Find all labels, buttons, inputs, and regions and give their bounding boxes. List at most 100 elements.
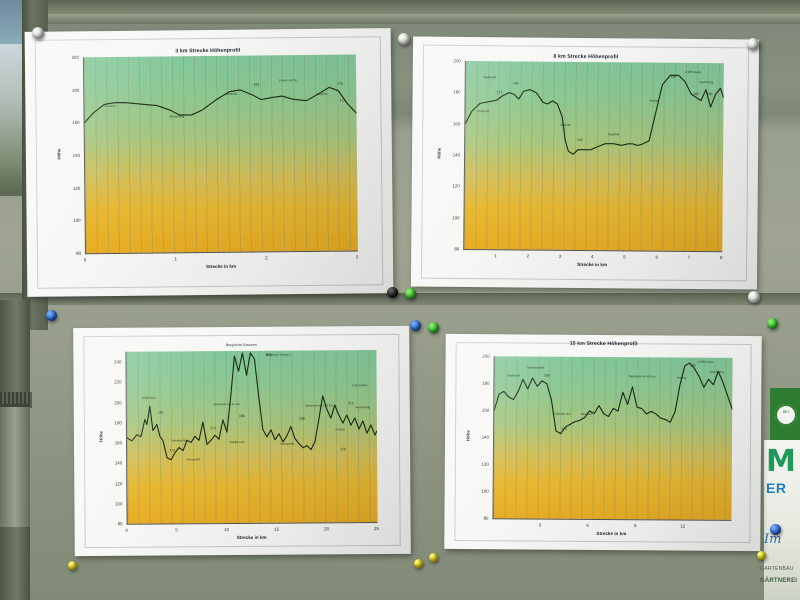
y-axis-label: Höhe (56, 148, 62, 160)
pin-top-mid-white[interactable] (398, 33, 410, 45)
chart-annotation: 182 (157, 410, 164, 415)
x-axis-tick: 0 (83, 257, 87, 263)
pin-bottom-mid-yellow-2[interactable] (429, 553, 438, 562)
wall-band-shadow (0, 293, 800, 305)
chart-annotation: Nassfeld (608, 132, 620, 137)
y-axis-tick: 120 (72, 185, 81, 191)
chart-annotation: Startpunkt (483, 74, 497, 79)
chart-annotation: 178 (337, 81, 343, 87)
y-axis-label: Höhe (98, 430, 104, 443)
elevation-profile-line (464, 74, 724, 155)
chart-annotation: 176 (340, 447, 346, 452)
y-axis-tick: 160 (452, 121, 461, 127)
poster-8km[interactable]: 8 km Strecke Höhenprofil Startpunkt Im Gru… (410, 36, 760, 290)
pin-mid-green[interactable] (405, 288, 416, 299)
plot-area: Waldeslust 182 Tiefenbachtal 172 Moorpunkt 17… (125, 350, 378, 525)
y-axis-tick: 180 (114, 420, 122, 426)
chart-3km: 3 km Strecke Höhenprofil Am Bach Wiesenweg… (25, 28, 394, 297)
plot-area: Startpunkt Im Grund 173 182 Talsenke 143 Nassf… (463, 60, 724, 253)
chart-8km: 8 km Strecke Höhenprofil Startpunkt Im Gru… (411, 36, 759, 289)
y-axis-tick: 160 (72, 120, 80, 126)
wall-band-mid (0, 14, 800, 24)
poster-3km[interactable]: 3 km Strecke Höhenprofil Am Bach Wiesenweg… (24, 28, 394, 297)
chart-annotation: 182 (693, 92, 700, 97)
pin-mid-left-blue[interactable] (46, 310, 57, 321)
y-axis-label: Höhe (465, 430, 471, 442)
pin-right-white[interactable] (748, 291, 760, 303)
chart-15km: 15 km Strecke Höhenprofil Startpunkt Hoehe… (444, 334, 761, 551)
x-axis-tick: 0 (125, 527, 128, 533)
chart-annotation: Wiesenweg (169, 114, 185, 119)
chart-top-note: Bergische Grenzen (225, 342, 257, 348)
poster-25km[interactable]: 25 km Strecke HöhenprofilBergische Grenz… (73, 325, 411, 557)
chart-annotation: 180 (238, 413, 245, 418)
x-axis-tick: 7 (687, 254, 691, 260)
chart-annotation: 4 100 Hoehe (351, 383, 368, 388)
pin-top-right-white[interactable] (747, 38, 759, 50)
y-axis-tick: 200 (71, 54, 79, 60)
x-axis-label: Strecke in km (596, 530, 627, 537)
chart-annotation: Talsenke hier (554, 411, 571, 416)
pin-bottom-right-yellow[interactable] (757, 551, 766, 560)
chart-annotation: 212 (347, 400, 354, 405)
chart-25km: 25 km Strecke HöhenprofilBergische Grenz… (73, 326, 411, 556)
pin-banner-blue[interactable] (770, 524, 781, 535)
chart-annotation: Waldrand (225, 91, 238, 96)
y-axis-tick: 220 (114, 379, 122, 385)
chart-annotation: 192 (670, 74, 677, 79)
chart-annotation: 173 (496, 90, 503, 95)
chart-annotation: Felsen Lerche (279, 77, 298, 82)
chart-annotation: 173 (210, 426, 216, 431)
wall-band-top (0, 0, 800, 14)
y-axis-tick: 120 (452, 183, 460, 189)
y-axis-tick: 200 (114, 399, 122, 405)
chart-annotation: Anstieg (676, 375, 687, 380)
y-axis-tick: 80 (483, 515, 489, 521)
chart-annotation: Im Grund (477, 109, 490, 114)
x-axis-tick: 1 (174, 256, 177, 262)
chart-annotation: 250 (265, 352, 272, 357)
plot-area: Startpunkt Hoehenpunkt 185 Talsenke hier 143… (492, 356, 733, 521)
elevation-profile-line (493, 362, 733, 435)
pin-mid-right-green[interactable] (767, 318, 778, 329)
x-axis-label: Strecke in km (577, 261, 608, 268)
y-axis-tick: 200 (453, 58, 461, 64)
pin-mid-black[interactable] (387, 287, 398, 298)
chart-annotation: 180 (298, 416, 305, 421)
banner-subtitle: GARTENBAU (760, 566, 794, 572)
chart-annotation: 185 (543, 373, 550, 378)
chart-annotation: Nassfeld (580, 411, 592, 416)
pin-bottom-left-yellow[interactable] (68, 561, 77, 570)
chart-annotation: Gemeinde bei 8,9 km (628, 374, 656, 379)
y-axis-tick: 100 (73, 218, 81, 224)
y-axis-tick: 100 (115, 501, 123, 507)
y-axis-tick: 140 (72, 152, 80, 158)
banner-letter: M (766, 444, 796, 479)
x-axis-tick: 1 (494, 253, 497, 259)
pin-top-left-white[interactable] (32, 27, 44, 39)
pin-mid-blue[interactable] (410, 320, 421, 331)
x-axis-tick: 25 (374, 526, 380, 532)
chart-annotation: 182 (512, 81, 519, 86)
y-axis-tick: 200 (482, 353, 490, 359)
y-axis-tick: 180 (71, 87, 80, 93)
pin-mid-green-2[interactable] (428, 322, 439, 333)
x-axis-tick: 10 (224, 527, 230, 533)
chart-annotation: Gemeinde bei 3,4 km (213, 401, 241, 406)
plot-area: Am Bach Wiesenweg Waldrand 182 Felsen Lerche… (82, 54, 358, 255)
x-axis-tick: 2 (265, 255, 268, 261)
x-axis-tick: 20 (324, 526, 330, 532)
chart-annotation: 172 (339, 98, 346, 103)
chart-annotation: Startpunkt (507, 373, 520, 378)
y-axis-tick: 140 (452, 152, 461, 158)
chart-annotation: Waldeslust (141, 395, 156, 400)
pin-bottom-mid-yellow[interactable] (414, 559, 423, 568)
y-axis-tick: 160 (114, 440, 123, 446)
chart-annotation: Moorpunkt (186, 457, 200, 462)
elevation-profile-line (126, 352, 378, 461)
poster-15km[interactable]: 15 km Strecke Höhenprofil Startpunkt Hoehe… (444, 333, 762, 552)
x-axis-label: Strecke in km (206, 263, 237, 270)
x-axis-tick: 2 (526, 253, 529, 259)
x-axis-tick: 5 (623, 254, 626, 260)
x-axis-tick: 3 (355, 254, 359, 260)
